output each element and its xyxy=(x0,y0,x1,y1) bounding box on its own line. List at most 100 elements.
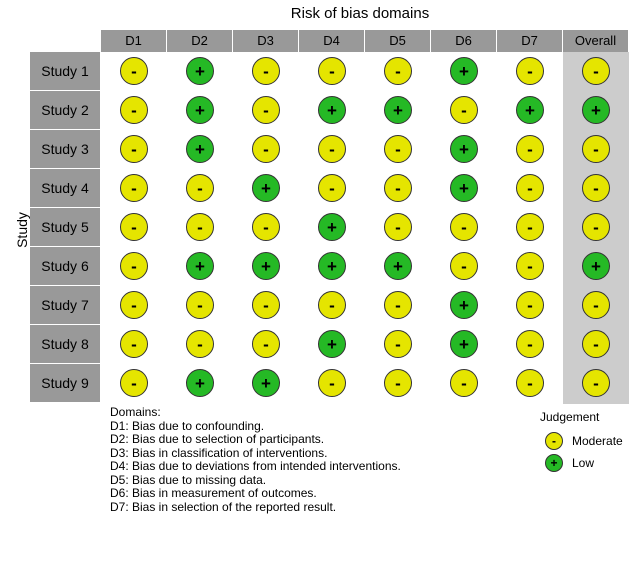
moderate-judgement-icon: - xyxy=(582,369,610,397)
judgement-cell: + xyxy=(299,325,365,363)
judgement-cell: - xyxy=(365,325,431,363)
moderate-judgement-icon: - xyxy=(120,330,148,358)
judgement-cell: - xyxy=(233,325,299,363)
judgement-cell: + xyxy=(431,169,497,207)
moderate-judgement-icon: - xyxy=(384,330,412,358)
low-judgement-icon: + xyxy=(450,135,478,163)
judgement-cell: + xyxy=(365,91,431,129)
chart-title: Risk of bias domains xyxy=(290,5,430,22)
moderate-judgement-icon: - xyxy=(582,330,610,358)
judgement-cell: - xyxy=(101,325,167,363)
judgement-cell: - xyxy=(299,286,365,324)
judgement-cell: - xyxy=(563,169,629,207)
moderate-judgement-icon: - xyxy=(120,252,148,280)
legend-label: Moderate xyxy=(572,434,623,448)
moderate-judgement-icon: - xyxy=(318,57,346,85)
judgement-cell: - xyxy=(299,52,365,90)
moderate-judgement-icon: - xyxy=(516,330,544,358)
moderate-judgement-icon: - xyxy=(516,213,544,241)
moderate-judgement-icon: - xyxy=(582,291,610,319)
judgement-cell: - xyxy=(101,364,167,402)
low-judgement-icon: + xyxy=(186,252,214,280)
judgement-cell: - xyxy=(233,52,299,90)
domain-description: D5: Bias due to missing data. xyxy=(110,472,267,487)
judgement-cell: - xyxy=(101,247,167,285)
judgement-cell: - xyxy=(497,52,563,90)
moderate-judgement-icon: - xyxy=(384,57,412,85)
judgement-cell: + xyxy=(497,91,563,129)
domain-header-d2: D2 xyxy=(167,30,233,52)
judgement-cell: + xyxy=(563,91,629,129)
judgement-cell: + xyxy=(299,91,365,129)
judgement-cell: - xyxy=(365,208,431,246)
judgement-cell: - xyxy=(365,130,431,168)
judgement-cell: - xyxy=(431,364,497,402)
low-judgement-icon: + xyxy=(384,252,412,280)
judgement-cell: - xyxy=(101,91,167,129)
judgement-cell: - xyxy=(299,364,365,402)
judgement-cell: - xyxy=(233,208,299,246)
judgement-cell: + xyxy=(299,247,365,285)
low-judgement-icon: + xyxy=(318,96,346,124)
moderate-judgement-icon: - xyxy=(450,252,478,280)
moderate-judgement-icon: - xyxy=(186,291,214,319)
study-label: Study 1 xyxy=(30,52,100,91)
domain-header-d4: D4 xyxy=(299,30,365,52)
domain-header-d7: D7 xyxy=(497,30,563,52)
moderate-judgement-icon: - xyxy=(384,135,412,163)
judgement-cell: - xyxy=(431,91,497,129)
moderate-judgement-icon: - xyxy=(120,96,148,124)
judgement-cell: + xyxy=(431,130,497,168)
judgement-cell: + xyxy=(233,364,299,402)
moderate-judgement-icon: - xyxy=(516,369,544,397)
study-label: Study 6 xyxy=(30,247,100,286)
domain-header-d3: D3 xyxy=(233,30,299,52)
moderate-judgement-icon: - xyxy=(318,174,346,202)
judgement-cell: - xyxy=(563,52,629,90)
judgement-cell: - xyxy=(101,286,167,324)
low-judgement-icon: + xyxy=(384,96,412,124)
moderate-judgement-icon: - xyxy=(120,369,148,397)
judgement-cell: - xyxy=(563,364,629,402)
moderate-judgement-icon: - xyxy=(450,96,478,124)
judgement-cell: + xyxy=(167,364,233,402)
judgement-cell: - xyxy=(167,325,233,363)
judgement-cell: - xyxy=(167,286,233,324)
study-label: Study 5 xyxy=(30,208,100,247)
judgement-cell: + xyxy=(299,208,365,246)
low-judgement-icon: + xyxy=(318,213,346,241)
moderate-judgement-icon: - xyxy=(252,213,280,241)
judgement-cell: - xyxy=(431,247,497,285)
moderate-judgement-icon: - xyxy=(252,96,280,124)
moderate-judgement-icon: - xyxy=(252,330,280,358)
study-label: Study 8 xyxy=(30,325,100,364)
judgement-cell: - xyxy=(497,130,563,168)
domain-description: D2: Bias due to selection of participant… xyxy=(110,432,325,446)
moderate-judgement-icon: - xyxy=(582,174,610,202)
judgement-cell: - xyxy=(563,208,629,246)
judgement-cell: + xyxy=(431,286,497,324)
moderate-judgement-icon: - xyxy=(516,135,544,163)
judgement-cell: + xyxy=(233,169,299,207)
domain-description: D1: Bias due to confounding. xyxy=(110,418,265,433)
y-axis-label: Study xyxy=(13,212,30,248)
low-judgement-icon: + xyxy=(318,330,346,358)
study-label: Study 3 xyxy=(30,130,100,169)
domain-header-d1: D1 xyxy=(101,30,167,52)
domain-description: D4: Bias due to deviations from intended… xyxy=(110,459,401,473)
moderate-dot-icon: - xyxy=(545,432,563,450)
moderate-judgement-icon: - xyxy=(582,213,610,241)
judgement-cell: - xyxy=(101,130,167,168)
judgement-cell: + xyxy=(233,247,299,285)
judgement-cell: + xyxy=(431,52,497,90)
moderate-judgement-icon: - xyxy=(120,213,148,241)
study-label: Study 7 xyxy=(30,286,100,325)
judgement-cell: - xyxy=(497,286,563,324)
moderate-judgement-icon: - xyxy=(384,174,412,202)
judgement-legend: Judgement - Moderate + Low xyxy=(525,410,623,474)
domain-description: D6: Bias in measurement of outcomes. xyxy=(110,486,317,500)
legend-item-low: + Low xyxy=(545,452,623,474)
judgement-cell: - xyxy=(101,208,167,246)
judgement-cell: - xyxy=(101,169,167,207)
judgement-cell: - xyxy=(233,91,299,129)
